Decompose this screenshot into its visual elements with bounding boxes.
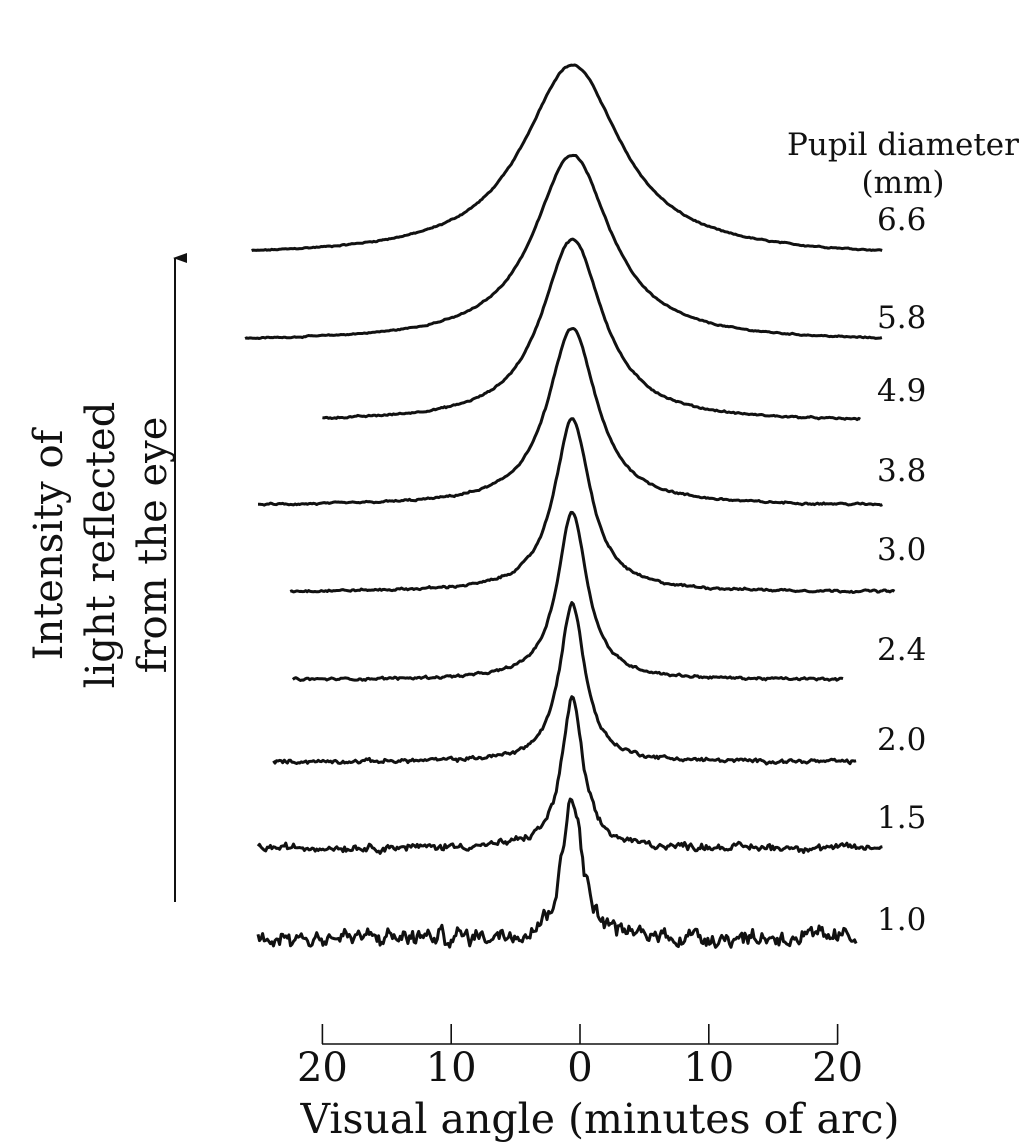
x-tick-label: 10: [426, 1045, 477, 1091]
series-label-5-8: 5.8: [877, 300, 926, 336]
series-label-3-0: 3.0: [877, 532, 926, 568]
series-label-4-9: 4.9: [877, 373, 926, 409]
x-tick-label: 10: [683, 1045, 734, 1091]
y-axis-label-line-1: Intensity of: [26, 426, 72, 660]
series-label-2-0: 2.0: [877, 722, 926, 758]
series-label-6-6: 6.6: [877, 202, 926, 238]
x-tick-label: 0: [567, 1045, 592, 1091]
legend-title-line-2: (mm): [862, 165, 945, 201]
series-label-3-8: 3.8: [877, 453, 926, 489]
series-line-3-8: [258, 327, 883, 507]
y-axis-label: Intensity of light reflected from the ey…: [26, 402, 176, 689]
legend-title-line-1: Pupil diameter: [787, 127, 1019, 163]
y-axis-label-line-3: from the eye: [130, 417, 176, 674]
series-label-1-0: 1.0: [877, 902, 926, 938]
series-line-1-5: [256, 695, 883, 855]
y-axis-label-line-2: light reflected: [78, 402, 124, 689]
series-layer: [244, 63, 896, 949]
series-line-5-8: [244, 153, 883, 340]
series-line-4-9: [322, 237, 861, 422]
series-line-3-0: [289, 417, 896, 594]
series-label-layer: 6.6 5.8 4.9 3.8 3.0 2.4 2.0 1.5 1.0: [877, 202, 926, 938]
x-tick-label: 20: [297, 1045, 348, 1091]
x-tick-label: 20: [812, 1045, 863, 1091]
series-line-6-6: [251, 63, 883, 253]
series-line-2-4: [291, 510, 844, 682]
series-label-1-5: 1.5: [877, 800, 926, 836]
series-label-2-4: 2.4: [877, 632, 926, 668]
series-line-1-0: [256, 797, 858, 949]
x-axis-label: Visual angle (minutes of arc): [299, 1095, 899, 1143]
series-line-2-0: [272, 601, 857, 766]
x-tick-layer: 20 10 0 10 20: [297, 1024, 863, 1091]
